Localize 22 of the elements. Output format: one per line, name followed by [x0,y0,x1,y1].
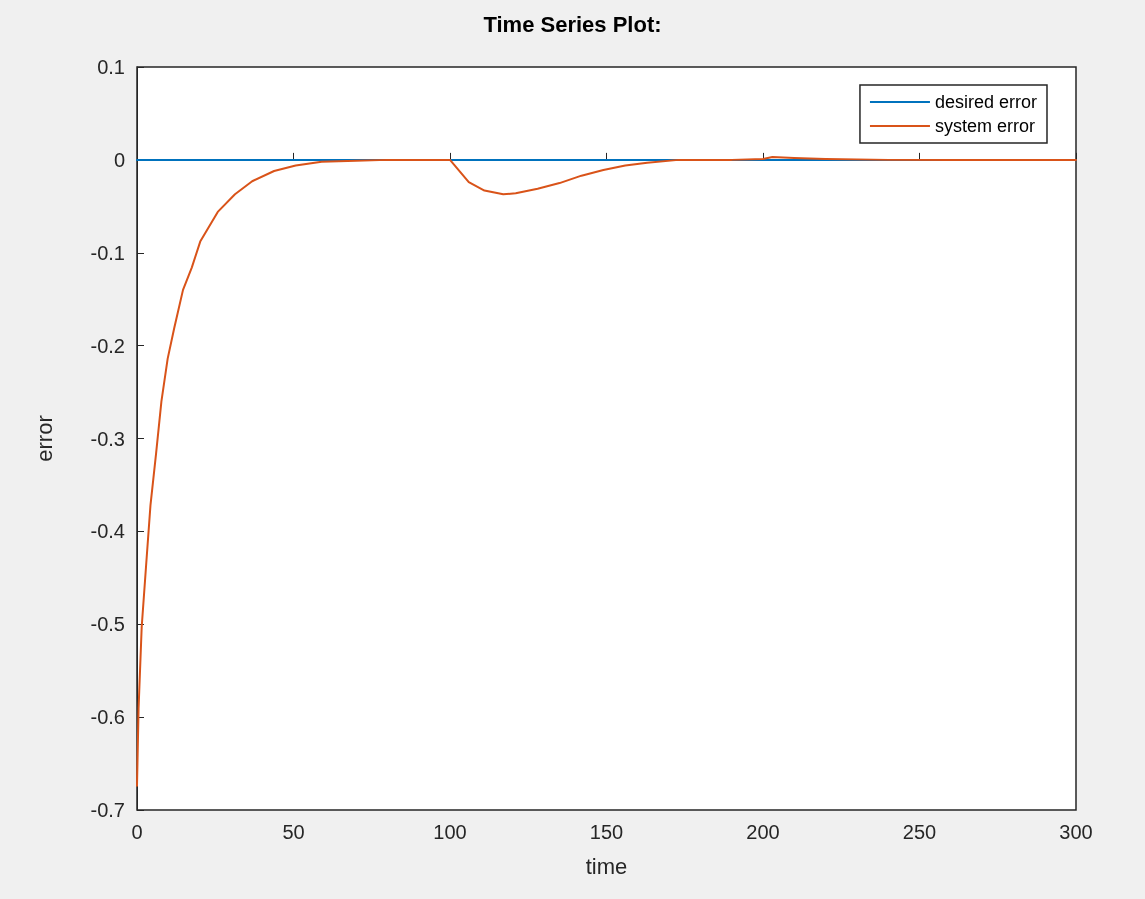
x-tick-label: 200 [746,821,780,843]
y-tick-label: -0.3 [90,427,125,450]
x-tick-label: 250 [902,821,937,843]
y-axis-title: error [31,415,57,462]
y-tick-label: -0.2 [90,334,125,357]
y-tick-label: -0.5 [90,613,125,636]
x-axis-title: time [585,853,628,879]
x-tick-label: 50 [282,821,305,843]
line-series [136,156,1077,787]
legend-label: desired error [934,92,1038,112]
x-tick-label: 150 [589,821,624,843]
x-tick-label: 0 [131,821,143,843]
chart-title: Time Series Plot: [483,11,662,37]
legend-label: system error [934,116,1035,136]
y-tick-label: -0.1 [90,241,125,264]
y-tick-label: -0.6 [90,706,125,729]
x-tick-label: 100 [433,821,467,843]
y-tick-label: 0 [113,148,125,171]
y-tick-label: -0.4 [90,520,125,543]
y-tick-label: -0.7 [90,799,125,821]
x-tick-label: 300 [1059,821,1093,843]
y-tick-label: 0.1 [97,56,125,78]
